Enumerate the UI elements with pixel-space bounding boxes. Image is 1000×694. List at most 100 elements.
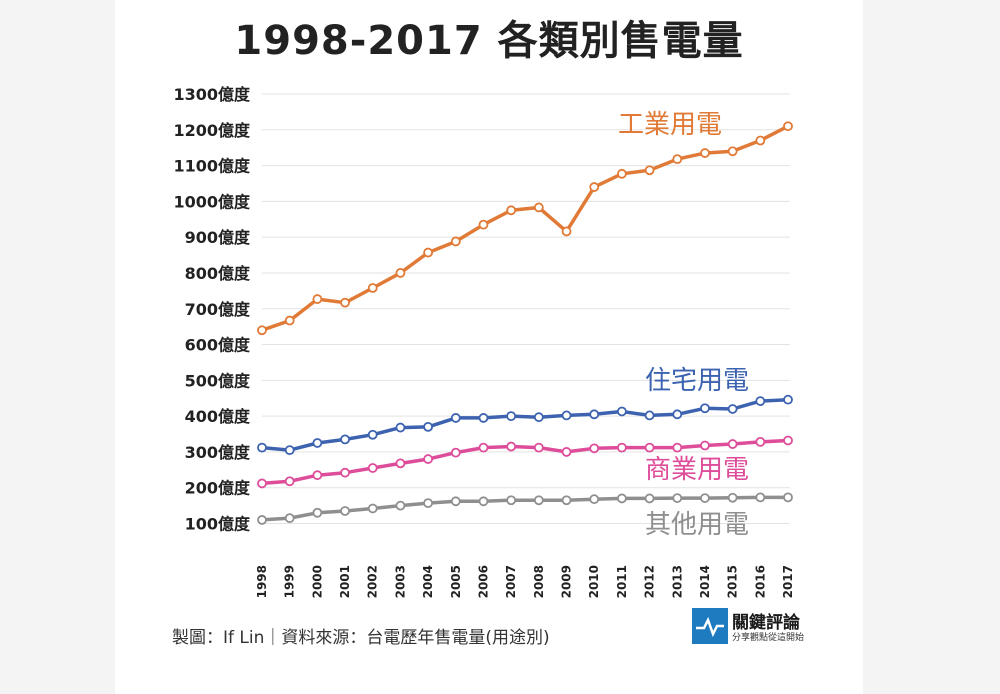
data-point [312,470,323,481]
x-tick-label: 2009 [560,565,574,598]
data-point [672,154,683,165]
data-point [257,325,267,336]
data-point [533,412,544,423]
data-point [561,410,572,421]
data-point [644,442,655,453]
data-point [312,294,323,304]
data-point [257,478,267,489]
x-tick-label: 2003 [393,565,407,598]
data-point [672,442,683,453]
data-point [616,406,627,417]
y-tick-labels: 1300億度 1200億度 1100億度 1000億度 900億度 800億度 700億度 6… [173,85,251,534]
data-point [478,413,489,423]
data-point [589,443,600,454]
data-point [672,493,683,503]
y-tick-label: 400億度 [185,407,251,426]
data-point [284,445,295,456]
series-line [261,124,789,332]
footer-credit: 製圖：If Lin｜資料來源：台電歷年售電量(用途別) [172,628,550,648]
x-tick-label: 2001 [338,565,352,598]
data-point [367,429,378,440]
data-point [423,421,434,432]
data-point [533,202,544,213]
data-point [616,168,627,179]
data-point [367,463,378,473]
data-point [755,135,766,146]
x-tick-label: 2012 [643,565,657,598]
data-point [533,495,544,506]
x-tick-label: 2006 [476,565,490,598]
series-label: 其他用電 [645,510,749,540]
data-point [257,442,267,453]
data-point [478,496,489,507]
gridlines [262,93,790,524]
data-point [672,409,683,420]
x-tick-label: 2013 [670,565,684,598]
data-point [783,492,793,503]
data-point [340,434,350,445]
x-tick-label: 2017 [781,565,795,598]
data-point [478,219,489,230]
x-tick-label: 2005 [449,565,463,598]
data-point [312,507,323,518]
data-point [783,121,793,132]
data-point [727,404,738,414]
x-tick-label: 2002 [366,565,380,598]
data-point [616,493,627,504]
data-point [395,422,406,433]
x-tick-label: 2014 [698,565,712,598]
series-label: 工業用電 [618,110,722,140]
data-point [700,440,710,451]
y-tick-label: 700億度 [185,300,251,319]
logo[interactable]: 關鍵評論 分享觀點從這開始 [692,608,822,648]
y-tick-label: 1200億度 [173,121,251,140]
series-points [257,121,793,525]
data-point [755,492,766,503]
logo-mark-icon [692,608,728,644]
data-point [284,315,295,326]
x-tick-label: 2010 [587,565,601,598]
data-point [450,236,461,247]
x-tick-label: 2004 [421,565,435,598]
x-tick-label: 2011 [615,565,629,598]
y-tick-label: 900億度 [185,228,251,247]
data-point [395,458,406,469]
data-point [367,283,378,293]
series-label: 商業用電 [645,455,749,485]
data-point [755,436,766,447]
series-label: 住宅用電 [645,366,749,396]
data-point [644,165,655,176]
data-point [367,503,378,514]
data-point [561,447,572,457]
data-point [533,442,544,453]
data-point [644,410,655,421]
data-point [450,413,461,423]
data-point [755,396,766,406]
y-tick-label: 100億度 [185,515,251,534]
data-point [395,500,406,511]
data-point [700,148,710,158]
data-point [727,492,738,503]
data-point [478,442,489,453]
chart-title: 1998-2017 各類別售電量 [234,18,744,64]
x-tick-label: 2015 [726,565,740,598]
data-point [506,205,517,216]
x-tick-label: 2007 [504,565,518,598]
x-tick-label: 2000 [310,565,324,598]
data-point [395,268,406,278]
data-point [700,403,710,414]
y-tick-label: 1000億度 [173,192,251,211]
data-point [506,411,517,422]
x-tick-labels: 1998 1999 2000 2001 2002 2003 2004 2005 2006 2007… [255,565,795,598]
chart-card [115,0,863,694]
data-point [616,442,627,453]
data-point [423,498,434,508]
y-tick-label: 1100億度 [173,157,251,176]
y-tick-label: 1300億度 [173,85,251,104]
data-point [257,515,267,525]
data-point [644,493,655,504]
y-tick-label: 800億度 [185,264,251,283]
data-point [450,447,461,458]
